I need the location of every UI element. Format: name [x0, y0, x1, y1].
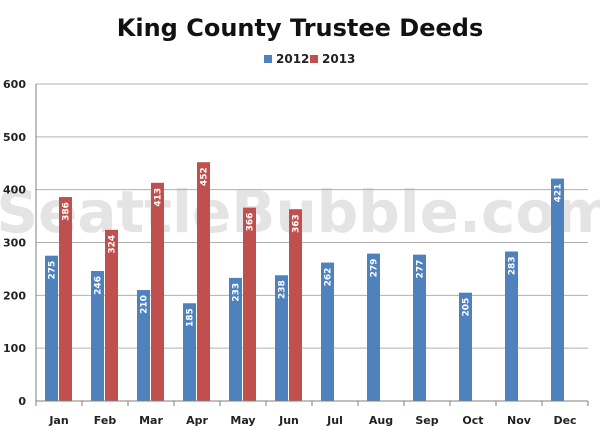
bar-2012	[275, 275, 288, 401]
bar-2012	[183, 303, 196, 401]
bar-2012	[367, 253, 380, 401]
data-label: 233	[232, 283, 242, 302]
x-tick-label: Feb	[94, 414, 117, 427]
data-label: 452	[200, 167, 210, 186]
legend-label: 2012	[276, 52, 309, 66]
bar-2013	[243, 207, 256, 401]
legend-swatch-2013	[310, 55, 318, 63]
y-tick-label: 500	[3, 131, 26, 144]
data-label: 279	[370, 259, 380, 278]
bar-2012	[229, 277, 242, 401]
chart-title: King County Trustee Deeds	[117, 14, 483, 42]
y-tick-label: 100	[3, 342, 26, 355]
x-tick-label: Jan	[48, 414, 68, 427]
x-axis	[35, 84, 589, 406]
x-tick-label: Mar	[139, 414, 163, 427]
data-label: 363	[292, 214, 302, 233]
data-label: 386	[62, 202, 72, 221]
legend-label: 2013	[322, 52, 355, 66]
y-tick-label: 200	[3, 289, 26, 302]
data-label: 324	[108, 235, 118, 254]
bar-2013	[151, 182, 164, 401]
x-tick-label: Oct	[462, 414, 483, 427]
bar-2012	[137, 290, 150, 401]
data-label: 210	[140, 295, 150, 314]
data-label: 275	[48, 261, 58, 280]
bar-2013	[105, 229, 118, 401]
data-label: 283	[508, 256, 518, 275]
y-tick-label: 400	[3, 184, 26, 197]
y-tick-label: 300	[3, 237, 26, 250]
data-label: 238	[278, 280, 288, 299]
y-tick-label: 0	[18, 395, 26, 408]
legend: 2012 2013	[264, 52, 355, 66]
x-tick-label: Nov	[507, 414, 532, 427]
gridlines	[36, 83, 588, 349]
data-label: 421	[554, 184, 564, 203]
data-label: 205	[462, 298, 472, 317]
y-tick-label: 600	[3, 78, 26, 91]
x-tick-label: Jun	[278, 414, 299, 427]
bar-2013	[59, 197, 72, 401]
data-label: 277	[416, 260, 426, 279]
data-label: 185	[186, 308, 196, 327]
bar-2013	[197, 162, 210, 401]
bar-2012	[551, 178, 564, 401]
data-label: 262	[324, 268, 334, 287]
x-tick-label: Sep	[415, 414, 438, 427]
x-tick-label: Jul	[326, 414, 343, 427]
y-axis-ticks: 0 100 200 300 400 500 600	[3, 78, 26, 408]
bar-2012	[91, 271, 104, 401]
x-tick-label: Apr	[186, 414, 208, 427]
bar-2012	[505, 251, 518, 401]
x-tick-label: May	[230, 414, 255, 427]
bars: 275 386 246 324 210 413 185 452 233 366 238 363 262 2…	[45, 162, 564, 401]
x-tick-label: Aug	[369, 414, 393, 427]
data-label: 413	[154, 188, 164, 207]
data-label: 366	[246, 213, 256, 232]
data-label: 246	[94, 276, 104, 295]
x-axis-ticks: Jan Feb Mar Apr May Jun Jul Aug Sep Oct Nov Dec	[48, 414, 576, 427]
bar-2012	[321, 262, 334, 401]
bar-2012	[45, 255, 58, 401]
bar-2012	[459, 292, 472, 401]
bar-2012	[413, 254, 426, 401]
bar-2013	[289, 209, 302, 401]
legend-swatch-2012	[264, 55, 272, 63]
x-tick-label: Dec	[553, 414, 576, 427]
